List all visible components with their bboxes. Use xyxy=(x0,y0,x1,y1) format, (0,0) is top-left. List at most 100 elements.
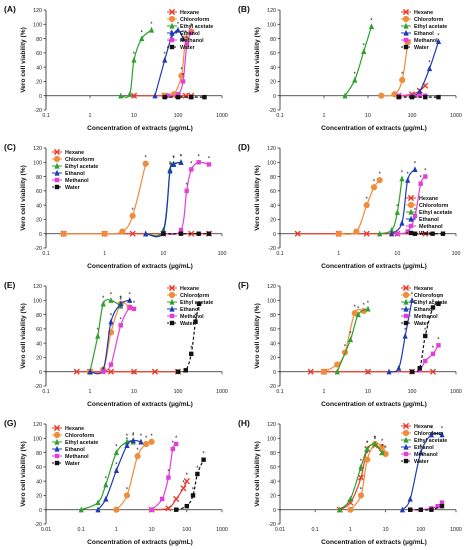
legend-marker xyxy=(403,37,409,43)
data-point xyxy=(201,457,206,462)
x-tick-label: 0.1 xyxy=(312,527,319,533)
data-point xyxy=(370,184,378,191)
significance-mark: * xyxy=(133,52,136,58)
significance-mark: * xyxy=(366,452,369,458)
data-point xyxy=(395,231,400,236)
significance-mark: * xyxy=(182,73,185,79)
significance-mark: * xyxy=(198,296,201,302)
legend-label: Ethanol xyxy=(414,31,434,37)
data-point xyxy=(412,213,418,219)
significance-mark: * xyxy=(185,183,188,189)
data-point xyxy=(189,167,194,172)
data-point xyxy=(175,94,181,100)
series-line xyxy=(336,308,369,372)
significance-mark: * xyxy=(185,31,188,37)
data-point xyxy=(389,230,395,237)
significance-mark: * xyxy=(120,296,123,302)
significance-mark: * xyxy=(384,446,387,452)
y-tick-label: -20 xyxy=(34,522,42,528)
data-point xyxy=(174,507,179,512)
y-tick-label: 40 xyxy=(36,341,42,347)
y-tick-label: 120 xyxy=(33,284,42,290)
significance-mark: * xyxy=(406,172,409,178)
legend-marker xyxy=(54,453,60,459)
x-tick-label: 1 xyxy=(323,389,326,395)
data-point xyxy=(357,474,365,481)
x-tick-label: 10 xyxy=(383,527,389,533)
data-point xyxy=(184,42,190,47)
y-tick-label: 100 xyxy=(33,22,42,28)
significance-mark: * xyxy=(126,437,129,443)
significance-mark: * xyxy=(115,445,118,451)
significance-mark: * xyxy=(172,156,175,162)
x-tick-label: 0.1 xyxy=(276,389,283,395)
x-tick-label: 1 xyxy=(349,527,352,533)
x-tick-label: 1 xyxy=(89,389,92,395)
legend-marker xyxy=(53,424,61,432)
chart-panel: (B) -20 0 20 40 60 80 100 120 0.1 1 10 100 1000 Concen… xyxy=(238,4,462,132)
significance-mark: * xyxy=(378,172,381,178)
data-point xyxy=(166,93,171,98)
data-point xyxy=(347,495,353,502)
data-point xyxy=(73,368,80,375)
x-tick-label: 1000 xyxy=(450,527,462,533)
data-point xyxy=(423,333,428,339)
data-point xyxy=(129,230,136,237)
y-tick-label: 100 xyxy=(267,160,276,166)
chart-panel: (H) -20 0 20 40 60 80 100 120 0.01 0.1 1 10 100 1000 Co… xyxy=(238,418,462,546)
legend-marker xyxy=(403,44,409,50)
y-tick-label: 80 xyxy=(36,175,42,181)
y-tick-label: 40 xyxy=(270,341,276,347)
data-point xyxy=(357,492,365,499)
data-point xyxy=(379,449,385,456)
data-point xyxy=(435,503,440,509)
significance-mark: * xyxy=(363,303,366,309)
significance-mark: * xyxy=(190,346,193,352)
x-axis-title: Concentration of extracts (µg/mL) xyxy=(87,401,193,408)
y-tick-label: 40 xyxy=(270,65,276,71)
significance-mark: * xyxy=(133,301,136,307)
data-point xyxy=(162,56,168,63)
significance-mark: * xyxy=(145,436,148,442)
y-tick-label: 100 xyxy=(267,298,276,304)
significance-mark: * xyxy=(129,292,132,298)
data-point xyxy=(439,431,445,438)
y-tick-label: 60 xyxy=(270,51,276,57)
panel-label: (B) xyxy=(238,4,250,14)
series-line xyxy=(391,169,416,235)
data-point xyxy=(439,503,445,509)
y-tick-label: 120 xyxy=(33,146,42,152)
y-tick-label: -20 xyxy=(268,246,276,252)
y-tick-label: 40 xyxy=(270,479,276,485)
data-point xyxy=(417,88,423,95)
data-point xyxy=(402,332,408,339)
x-tick-label: 10 xyxy=(131,389,137,395)
data-point xyxy=(294,230,301,237)
data-point xyxy=(95,506,101,513)
y-tick-label: 120 xyxy=(267,146,276,152)
legend-label: Water xyxy=(65,461,81,467)
significance-mark: * xyxy=(177,22,180,28)
data-point xyxy=(130,368,138,375)
data-point xyxy=(166,475,171,480)
legend-marker xyxy=(54,177,60,183)
data-point xyxy=(396,94,401,100)
data-point xyxy=(180,485,187,492)
legend-label: Ethyl acetate xyxy=(65,164,98,170)
data-point xyxy=(175,369,181,374)
significance-mark: * xyxy=(354,305,357,311)
legend-label: Methanol xyxy=(419,224,443,230)
data-point xyxy=(189,94,194,100)
significance-mark: * xyxy=(194,314,197,320)
legend-marker xyxy=(54,184,60,190)
x-tick-label: 10 xyxy=(160,251,166,257)
data-point xyxy=(364,456,371,463)
series-line xyxy=(115,441,152,511)
chart-panel: (D) -20 0 20 40 60 80 100 120 0.1 1 10 100 Concentrat… xyxy=(238,142,460,270)
significance-mark: * xyxy=(419,176,422,182)
legend-marker xyxy=(403,29,409,36)
chart-panel: (G) -20 0 20 40 60 80 100 120 0.01 0.1 1 10 100 1000 Co… xyxy=(4,418,228,546)
data-point xyxy=(124,442,130,449)
data-point xyxy=(353,228,360,235)
